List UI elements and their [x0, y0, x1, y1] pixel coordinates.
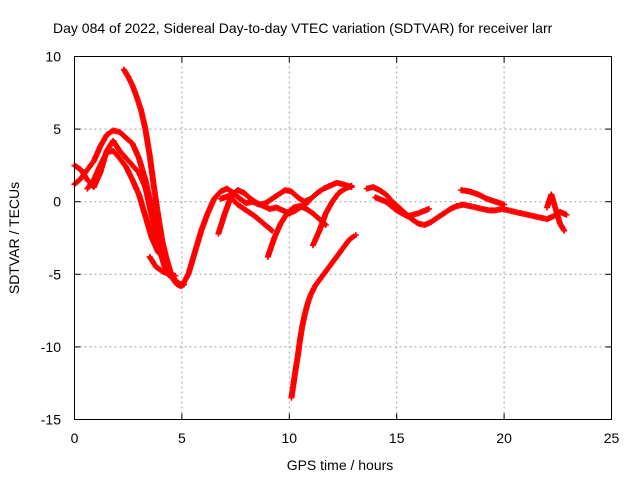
x-tick-label: 25 — [604, 430, 620, 446]
series-arc-5 — [146, 253, 179, 279]
grid — [74, 56, 612, 420]
x-tick-label: 5 — [178, 430, 186, 446]
x-tick-label: 0 — [71, 430, 79, 446]
data-point — [425, 205, 432, 212]
data-point — [269, 227, 276, 234]
data-point — [181, 281, 188, 288]
data-point — [563, 211, 570, 218]
data-point — [561, 227, 568, 234]
data-point — [305, 198, 312, 205]
y-tick-labels: -15 -10 -5 0 5 10 — [41, 49, 61, 428]
y-tick-label: 5 — [53, 121, 61, 137]
data-point — [501, 201, 508, 208]
data-point — [172, 272, 179, 279]
axis-ticks — [74, 56, 612, 420]
y-tick-label: -10 — [41, 339, 61, 355]
x-tick-label: 20 — [496, 430, 512, 446]
x-tick-labels: 0 5 10 15 20 25 — [71, 430, 620, 446]
series-arc-12 — [372, 194, 432, 220]
data-point — [348, 182, 355, 189]
x-tick-label: 10 — [282, 430, 298, 446]
series-arc-9 — [309, 182, 355, 249]
data-points — [71, 66, 570, 401]
x-axis-label: GPS time / hours — [287, 457, 394, 473]
series-arc-3 — [84, 147, 168, 260]
x-tick-label: 15 — [389, 430, 405, 446]
series-arc-14 — [544, 191, 568, 234]
y-tick-label: -5 — [49, 266, 62, 282]
y-axis-label: SDTVAR / TECUs — [6, 182, 22, 294]
series-arc-7 — [217, 192, 276, 234]
chart-title: Day 084 of 2022, Sidereal Day-to-day VTE… — [53, 20, 553, 36]
y-tick-label: 0 — [53, 194, 61, 210]
y-tick-label: 10 — [45, 49, 61, 65]
data-point — [352, 232, 359, 239]
trail-marker — [268, 226, 275, 233]
series-arc-13 — [458, 187, 508, 208]
series-arc-4 — [120, 66, 188, 289]
plot-frame — [74, 56, 612, 420]
y-tick-label: -15 — [41, 412, 61, 428]
series-arc-10 — [288, 232, 359, 401]
